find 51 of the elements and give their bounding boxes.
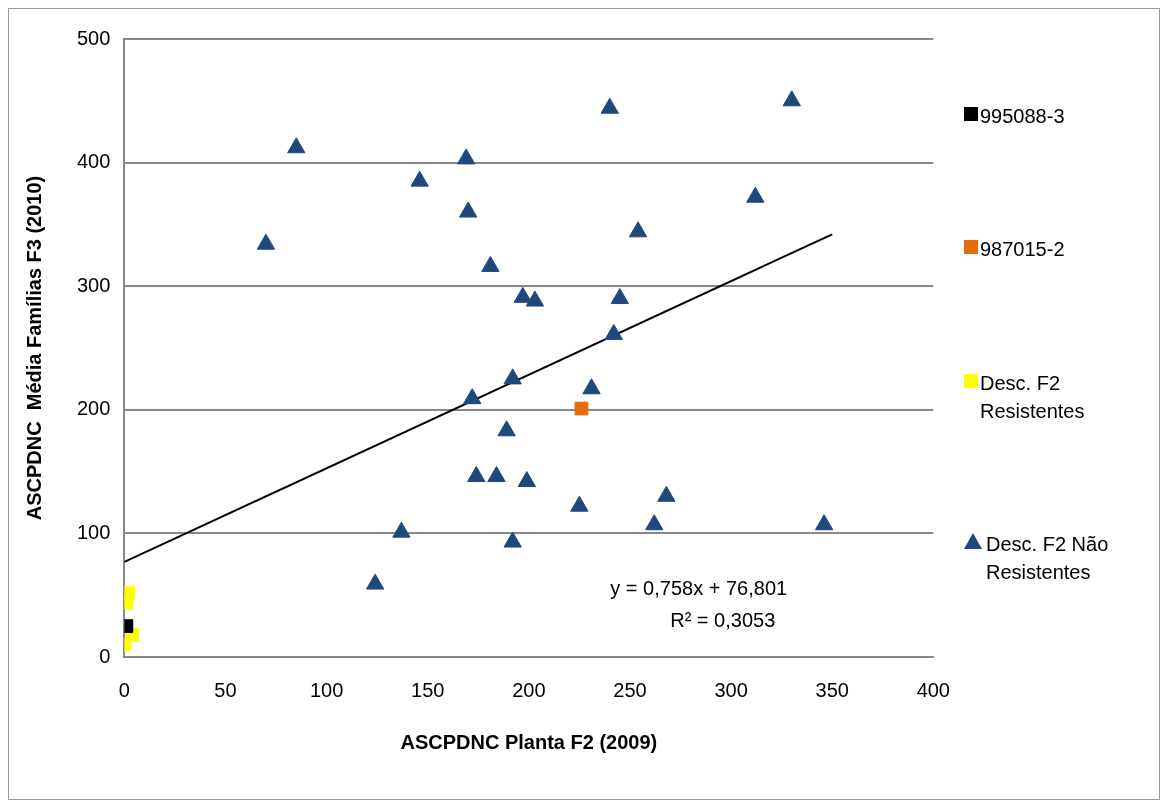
x-axis-title: ASCPDNC Planta F2 (2009) <box>400 730 658 753</box>
point <box>513 286 532 303</box>
point <box>517 470 536 487</box>
y-axis-title: ASCPDNC Média Famílias F3 (2010) <box>22 175 45 521</box>
point <box>287 137 306 154</box>
point <box>600 97 619 114</box>
point <box>782 90 801 107</box>
point <box>365 573 385 590</box>
legend-label: Desc. F2 Resistentes <box>980 370 1086 424</box>
y-tick-label: 200 <box>76 397 111 420</box>
annotation: y = 0,758x + 76,801 <box>610 577 788 599</box>
x-tick-label: 400 <box>916 678 950 701</box>
point <box>463 388 482 405</box>
legend-label: 995088-3 <box>980 103 1065 129</box>
point <box>487 466 506 483</box>
point <box>657 485 676 502</box>
point <box>645 514 664 531</box>
point <box>481 255 500 272</box>
point <box>467 466 486 483</box>
y-tick-label: 0 <box>99 644 111 667</box>
point <box>570 495 589 512</box>
point <box>459 201 478 218</box>
y-tick-label: 300 <box>76 273 111 296</box>
point <box>746 186 765 203</box>
point <box>814 514 834 531</box>
y-tick-label: 400 <box>76 150 111 173</box>
x-tick-label: 50 <box>214 678 237 701</box>
point <box>525 290 545 307</box>
annotation: R² = 0,3053 <box>670 609 776 631</box>
point <box>456 148 476 165</box>
x-tick-label: 150 <box>411 678 445 701</box>
y-tick-label: 100 <box>76 520 111 543</box>
point <box>610 288 630 305</box>
point <box>628 221 648 238</box>
x-tick-label: 100 <box>309 678 344 701</box>
point <box>503 368 522 385</box>
x-tick-label: 350 <box>815 678 849 701</box>
point <box>256 233 276 250</box>
x-tick-label: 200 <box>512 678 546 701</box>
point <box>497 420 516 437</box>
x-tick-label: 300 <box>714 678 748 701</box>
point <box>503 531 522 548</box>
point <box>410 170 429 187</box>
legend-label: Desc. F2 Não Resistentes <box>986 532 1110 586</box>
point <box>604 323 623 340</box>
point <box>582 378 601 395</box>
x-tick-label: 0 <box>118 678 130 701</box>
y-tick-label: 500 <box>76 26 111 49</box>
point <box>392 521 411 538</box>
x-tick-label: 250 <box>613 678 647 701</box>
legend-label: 987015-2 <box>980 237 1065 263</box>
